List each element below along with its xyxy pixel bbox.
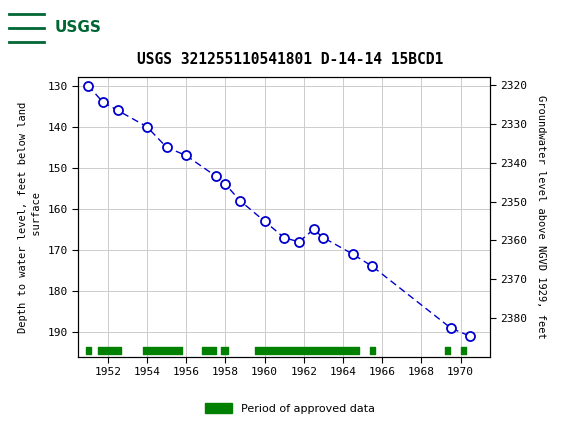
Y-axis label: Groundwater level above NGVD 1929, feet: Groundwater level above NGVD 1929, feet bbox=[536, 95, 546, 339]
FancyBboxPatch shape bbox=[7, 4, 82, 52]
Text: USGS 321255110541801 D-14-14 15BCD1: USGS 321255110541801 D-14-14 15BCD1 bbox=[137, 52, 443, 67]
Y-axis label: Depth to water level, feet below land
 surface: Depth to water level, feet below land su… bbox=[18, 101, 42, 333]
Legend: Period of approved data: Period of approved data bbox=[200, 399, 380, 418]
Text: USGS: USGS bbox=[55, 21, 102, 35]
